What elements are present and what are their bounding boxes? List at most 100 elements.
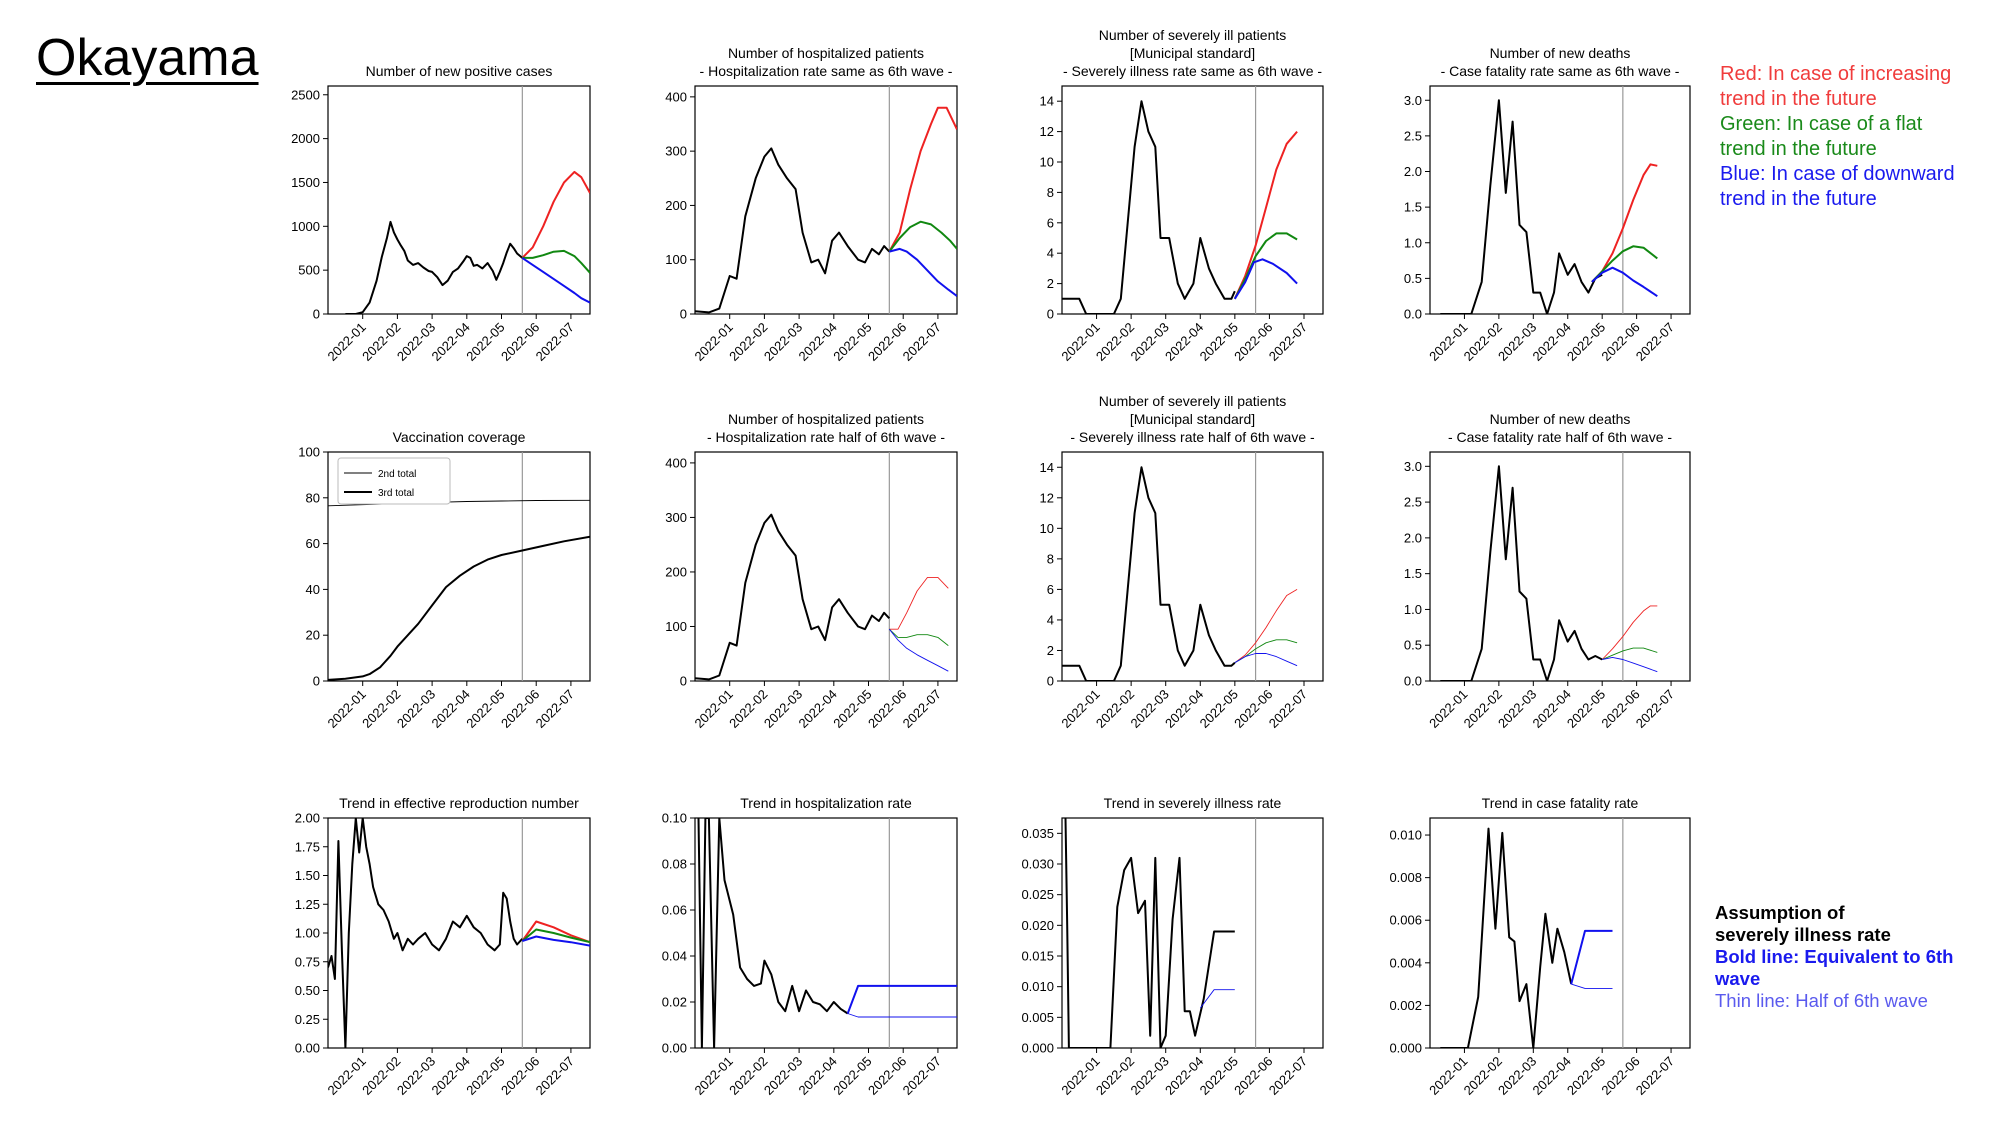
y-tick-label: 0.0 xyxy=(1404,307,1422,322)
assumption-line: severely illness rate xyxy=(1715,924,1891,945)
y-tick-label: 4 xyxy=(1047,246,1054,261)
y-tick-label: 0.04 xyxy=(662,949,687,964)
y-tick-label: 0.008 xyxy=(1389,870,1422,885)
chart-title: Vaccination coverage xyxy=(393,429,526,445)
y-tick-label: 0.004 xyxy=(1389,955,1422,970)
series-line-flat xyxy=(888,220,957,253)
y-tick-label: 8 xyxy=(1047,185,1054,200)
series-line-decrease xyxy=(846,984,957,1014)
series-line-decrease xyxy=(1570,929,1613,985)
y-tick-label: 300 xyxy=(665,144,687,159)
x-tick-label: 2022-07 xyxy=(1266,687,1310,731)
series-line-flat xyxy=(1233,232,1298,300)
series-line-flat xyxy=(1591,245,1658,283)
y-tick-label: 2000 xyxy=(291,131,320,146)
y-tick-label: 6 xyxy=(1047,215,1054,230)
series-line-flat xyxy=(522,249,590,274)
chart-title: Number of hospitalized patients xyxy=(728,45,924,61)
assumption-legend: Assumption of severely illness rate Bold… xyxy=(1715,902,1953,1012)
y-tick-label: 0.75 xyxy=(295,954,320,969)
series-line-flat xyxy=(1602,647,1658,660)
legend-line: Red: In case of increasing xyxy=(1720,63,1952,85)
y-tick-label: 0.0 xyxy=(1404,674,1422,689)
y-tick-label: 100 xyxy=(665,619,687,634)
series-line-decrease xyxy=(888,628,949,672)
series-line-increase xyxy=(521,170,590,259)
series-line-observed xyxy=(697,818,849,1048)
y-tick-label: 0.06 xyxy=(662,903,687,918)
y-tick-label: 2.5 xyxy=(1404,128,1422,143)
y-tick-label: 10 xyxy=(1040,155,1054,170)
assumption-line: Assumption of xyxy=(1715,902,1845,923)
y-tick-label: 0.010 xyxy=(1021,979,1054,994)
y-tick-label: 2.5 xyxy=(1404,495,1422,510)
series-line-observed xyxy=(1062,100,1236,314)
chart-cases: Number of new positive cases 0 500 1000 1500… xyxy=(291,63,591,364)
series-line-decrease xyxy=(1233,258,1298,300)
series-line-increase xyxy=(1591,163,1658,283)
y-tick-label: 0.000 xyxy=(1021,1041,1054,1056)
chart-title: - Severely illness rate same as 6th wave… xyxy=(1063,63,1322,79)
y-tick-label: 10 xyxy=(1040,521,1054,536)
series-line-decrease xyxy=(521,935,590,947)
series-line-decrease xyxy=(1591,266,1658,298)
chart-title: Number of severely ill patients xyxy=(1099,27,1287,43)
chart-sevrate: Trend in severely illness rate 0.000 0.005… xyxy=(1021,795,1324,1098)
y-tick-label: 60 xyxy=(306,536,320,551)
chart-deaths-same: Number of new deaths - Case fatality rate… xyxy=(1404,45,1691,364)
series-line-observed xyxy=(695,147,891,314)
y-tick-label: 3.0 xyxy=(1404,93,1422,108)
y-tick-label: 0.5 xyxy=(1404,271,1422,286)
chart-title: - Case fatality rate half of 6th wave - xyxy=(1448,429,1672,445)
y-tick-label: 1.00 xyxy=(295,926,320,941)
chart-rt: Trend in effective reproduction number 0.… xyxy=(295,795,591,1098)
y-tick-label: 400 xyxy=(665,455,687,470)
y-tick-label: 8 xyxy=(1047,551,1054,566)
y-tick-label: 14 xyxy=(1040,94,1054,109)
scenario-legend: Red: In case of increasing trend in the … xyxy=(1720,62,1955,212)
legend-line: Blue: In case of downward xyxy=(1720,163,1955,185)
series-line-observed xyxy=(328,535,590,681)
y-tick-label: 6 xyxy=(1047,582,1054,597)
y-tick-label: 1000 xyxy=(291,219,320,234)
chart-title: Trend in hospitalization rate xyxy=(740,795,912,811)
series-line-observed xyxy=(345,220,523,314)
chart-severe-half: Number of severely ill patients [Municipa… xyxy=(1040,393,1324,731)
y-tick-label: 0.000 xyxy=(1389,1041,1422,1056)
series-line-decrease xyxy=(1602,656,1658,673)
y-tick-label: 0.50 xyxy=(295,983,320,998)
chart-hosp-half: Number of hospitalized patients - Hospita… xyxy=(665,411,958,731)
series-line-decrease xyxy=(847,1013,957,1018)
page-title: Okayama xyxy=(36,29,259,87)
x-tick-label: 2022-07 xyxy=(900,687,944,731)
plot-frame xyxy=(327,85,591,315)
y-tick-label: 1.5 xyxy=(1404,566,1422,581)
y-tick-label: 3.0 xyxy=(1404,459,1422,474)
y-tick-label: 0 xyxy=(313,307,320,322)
y-tick-label: 0.25 xyxy=(295,1012,320,1027)
x-tick-label: 2022-07 xyxy=(1633,687,1677,731)
y-tick-label: 0 xyxy=(680,307,687,322)
plot-frame xyxy=(1429,85,1691,315)
series-line-increase xyxy=(888,106,957,253)
series-line-observed xyxy=(1440,99,1603,314)
series-line-observed xyxy=(1062,466,1236,681)
y-tick-label: 0 xyxy=(313,674,320,689)
y-tick-label: 0.015 xyxy=(1021,949,1054,964)
y-tick-label: 0.025 xyxy=(1021,887,1054,902)
series-line-decrease xyxy=(889,247,957,297)
assumption-line: wave xyxy=(1715,968,1761,989)
y-tick-label: 1.25 xyxy=(295,897,320,912)
y-tick-label: 100 xyxy=(665,252,687,267)
y-tick-label: 1.0 xyxy=(1404,235,1422,250)
y-tick-label: 0.006 xyxy=(1389,913,1422,928)
series-line-observed xyxy=(1440,465,1603,681)
assumption-line: Thin line: Half of 6th wave xyxy=(1715,990,1928,1011)
plot-frame xyxy=(1429,451,1691,682)
plot-frame xyxy=(1429,817,1691,1049)
legend-line: trend in the future xyxy=(1720,188,1877,210)
series-line-observed xyxy=(1440,827,1573,1048)
plot-frame xyxy=(1061,451,1324,682)
series-line-decrease xyxy=(1199,989,1235,1009)
y-tick-label: 0.02 xyxy=(662,995,687,1010)
